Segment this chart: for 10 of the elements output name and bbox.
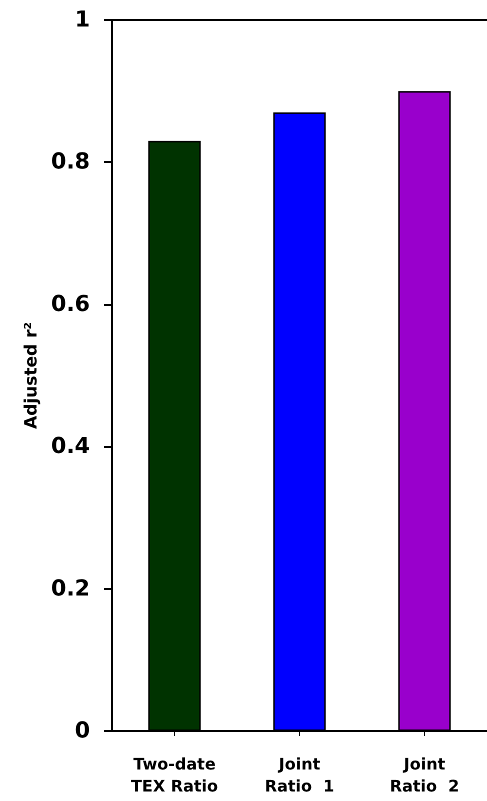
x-tick-label: Joint Ratio 1 (264, 754, 334, 796)
y-tick-label: 0.8 (51, 150, 90, 175)
y-tick-label: 0 (74, 718, 90, 744)
y-tick-label: 0.6 (51, 292, 90, 317)
x-tick-label: Joint Ratio 2 (390, 754, 460, 796)
x-tick-label: Two-date TEX Ratio (131, 754, 218, 796)
y-tick-label: 0.2 (51, 576, 90, 602)
y-axis-title: Adjusted r² (22, 322, 42, 429)
y-tick-label: 1 (74, 8, 90, 32)
y-tick-label: 0.4 (51, 434, 90, 460)
